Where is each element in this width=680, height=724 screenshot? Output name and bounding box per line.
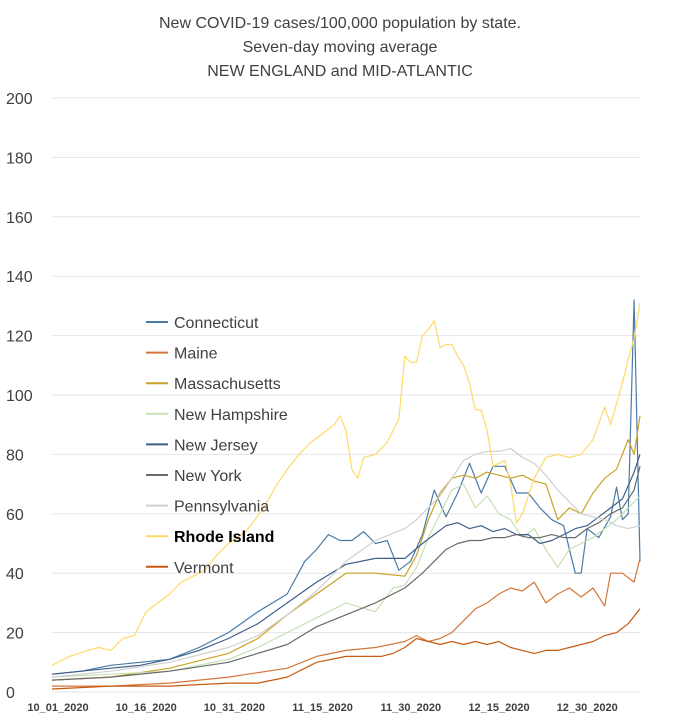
x-tick-label: 10_31_2020 xyxy=(204,702,265,714)
x-tick-label: 12_15_2020 xyxy=(468,702,529,714)
y-axis: 0 20 40 60 80 100 120 140 160 180 200 xyxy=(6,91,33,702)
chart-title: New COVID-19 cases/100,000 population by… xyxy=(159,15,521,80)
y-tick-label: 60 xyxy=(6,507,24,524)
legend-label-connecticut: Connecticut xyxy=(174,315,259,332)
legend-label-maine: Maine xyxy=(174,346,218,363)
y-tick-label: 120 xyxy=(6,329,33,346)
x-tick-label: 11_30_2020 xyxy=(381,702,442,714)
x-tick-label: 12_30_2020 xyxy=(557,702,618,714)
legend-label-new-york: New York xyxy=(174,468,243,485)
chart-title-line-3: NEW ENGLAND and MID-ATLANTIC xyxy=(207,63,473,80)
y-tick-label: 0 xyxy=(6,685,15,702)
gridlines xyxy=(52,97,640,693)
x-tick-label: 10_01_2020 xyxy=(27,702,88,714)
legend-label-vermont: Vermont xyxy=(174,560,234,577)
series-line-vermont xyxy=(51,608,641,690)
chart-title-line-1: New COVID-19 cases/100,000 population by… xyxy=(159,15,521,32)
legend-label-pennsylvania: Pennsylvania xyxy=(174,499,269,516)
series-line-pennsylvania xyxy=(51,447,641,678)
y-tick-label: 40 xyxy=(6,566,24,583)
y-tick-label: 20 xyxy=(6,626,24,643)
legend-label-rhode-island: Rhode Island xyxy=(174,529,274,546)
legend-label-new-hampshire: New Hampshire xyxy=(174,407,288,424)
series-line-maine xyxy=(52,558,641,687)
series-line-rhode-island xyxy=(51,302,641,666)
y-tick-label: 160 xyxy=(6,210,33,227)
legend-label-new-jersey: New Jersey xyxy=(174,437,258,454)
series-line-connecticut xyxy=(51,299,641,675)
series-line-new-york xyxy=(51,466,641,681)
legend: Connecticut Maine Massachusetts New Hampshi… xyxy=(146,315,288,577)
chart-title-line-2: Seven-day moving average xyxy=(243,39,438,56)
x-tick-label: 11_15_2020 xyxy=(292,702,353,714)
y-tick-label: 140 xyxy=(6,269,33,286)
series-line-new-jersey xyxy=(51,454,641,675)
series-lines xyxy=(51,299,641,690)
y-tick-label: 80 xyxy=(6,447,24,464)
x-tick-label: 10_16_2020 xyxy=(116,702,177,714)
legend-label-massachusetts: Massachusetts xyxy=(174,376,281,393)
y-tick-label: 100 xyxy=(6,388,33,405)
x-axis: 10_01_2020 10_16_2020 10_31_2020 11_15_2020… xyxy=(27,702,617,714)
series-line-new-hampshire xyxy=(51,483,641,678)
y-tick-label: 200 xyxy=(6,91,33,108)
y-tick-label: 180 xyxy=(6,150,33,167)
